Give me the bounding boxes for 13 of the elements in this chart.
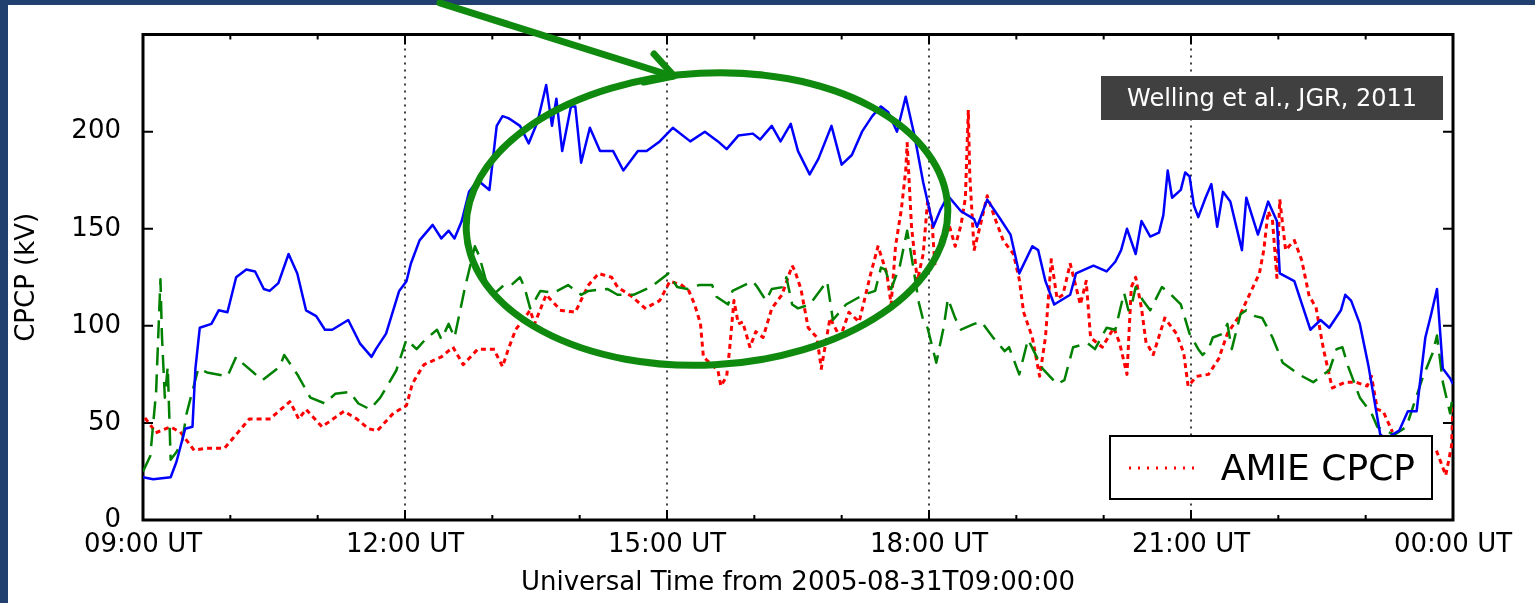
x-tick-label: 21:00 UT [1131,528,1251,559]
y-tick-label: 150 [71,211,121,242]
x-tick-label: 00:00 UT [1393,528,1513,559]
y-tick-label: 50 [87,405,121,436]
y-tick-label: 200 [71,114,121,145]
y-axis-title: CPCP (kV) [10,212,41,342]
legend-label: AMIE CPCP [1220,447,1415,488]
x-tick-label: 18:00 UT [869,528,989,559]
x-tick-label: 15:00 UT [607,528,727,559]
x-tick-label: 12:00 UT [345,528,465,559]
y-tick-label: 100 [71,308,121,339]
x-axis-title: Universal Time from 2005-08-31T09:00:00 [520,566,1076,597]
annotation: Welling et al., JGR, 2011 [1101,75,1443,120]
